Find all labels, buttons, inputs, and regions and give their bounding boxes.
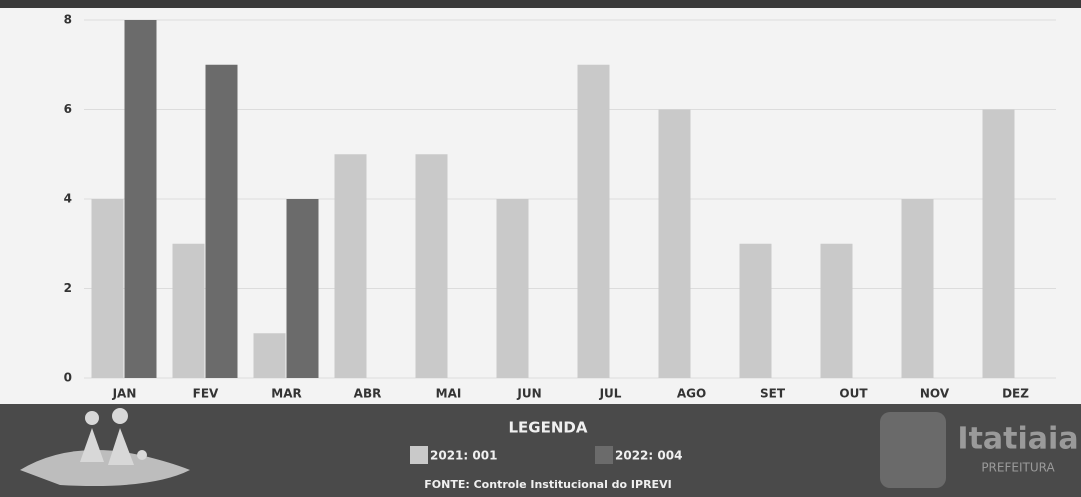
bar — [335, 154, 367, 378]
city-crest — [880, 412, 946, 488]
bar — [287, 199, 319, 378]
y-tick-label: 0 — [64, 371, 72, 385]
x-tick-label: DEZ — [1002, 387, 1029, 401]
bar — [173, 244, 205, 378]
x-tick-label: OUT — [839, 387, 868, 401]
legend-swatch — [410, 446, 428, 464]
source: FONTE: Controle Institucional do IPREVI — [424, 478, 671, 491]
x-tick-label: MAI — [436, 387, 462, 401]
x-tick-label: JUN — [516, 387, 541, 401]
legend-label: 2022: 004 — [615, 449, 682, 463]
bar — [578, 65, 610, 378]
bar — [983, 110, 1015, 379]
bar — [497, 199, 529, 378]
x-tick-label: MAR — [271, 387, 301, 401]
x-tick-label: JUL — [599, 387, 622, 401]
x-tick-label: NOV — [920, 387, 950, 401]
x-tick-label: JAN — [112, 387, 137, 401]
y-tick-label: 4 — [64, 192, 72, 206]
bar — [416, 154, 448, 378]
legend-swatch — [595, 446, 613, 464]
bar — [821, 244, 853, 378]
y-tick-label: 2 — [64, 281, 72, 295]
bar — [740, 244, 772, 378]
bar — [206, 65, 238, 378]
top-band — [0, 0, 1081, 8]
logo-subtitle: PREFEITURA — [981, 461, 1055, 475]
x-tick-label: ABR — [354, 387, 382, 401]
legend-label: 2021: 001 — [430, 449, 497, 463]
bar — [902, 199, 934, 378]
bar — [92, 199, 124, 378]
y-tick-label: 6 — [64, 102, 72, 116]
bar — [659, 110, 691, 379]
logo-name: Itatiaia — [957, 422, 1078, 457]
x-tick-label: SET — [760, 387, 786, 401]
x-tick-label: AGO — [677, 387, 706, 401]
chart: Itatiaia PREFEITURA LEGENDA FONTE: Contr… — [0, 0, 1081, 497]
bar — [254, 333, 286, 378]
bar — [125, 20, 157, 378]
y-tick-label: 8 — [64, 13, 72, 27]
legend-title: LEGENDA — [509, 419, 588, 437]
x-tick-label: FEV — [193, 387, 219, 401]
